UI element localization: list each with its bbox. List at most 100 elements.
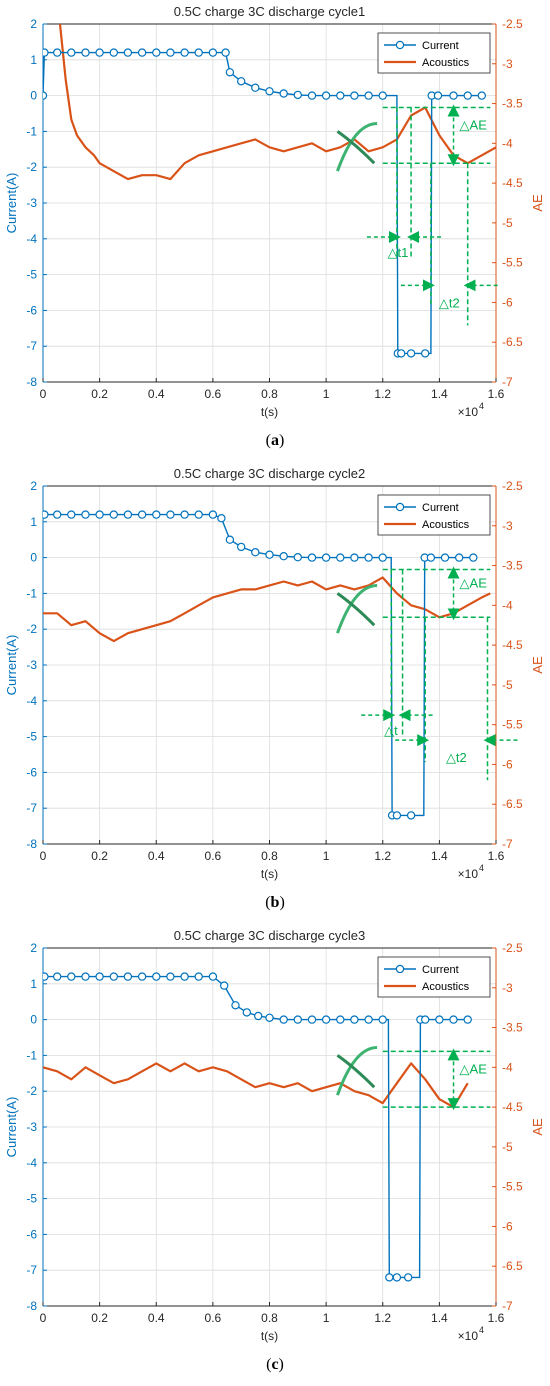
current-point xyxy=(53,48,62,57)
current-point xyxy=(406,349,416,358)
current-point xyxy=(251,83,260,92)
current-point xyxy=(364,553,373,562)
y-right-tick-label: -7 xyxy=(502,1299,513,1313)
current-point xyxy=(364,91,373,100)
y-right-tick-label: -2.5 xyxy=(502,479,523,493)
plot-series xyxy=(43,24,496,358)
y-left-tick-label: -3 xyxy=(26,658,37,672)
y-left-tick-label: -1 xyxy=(26,586,37,600)
curved-guide-upper xyxy=(336,583,378,634)
chart-title: 0.5C charge 3C discharge cycle3 xyxy=(174,928,366,943)
current-point xyxy=(95,510,104,519)
current-point xyxy=(279,1015,288,1024)
current-point xyxy=(455,553,464,562)
legend-label-current: Current xyxy=(422,964,459,976)
current-point xyxy=(421,349,430,358)
y-right-tick-label: -4.5 xyxy=(502,638,523,652)
y-left-tick-label: -4 xyxy=(26,694,37,708)
current-point xyxy=(166,48,175,57)
y-right-tick-label: -3 xyxy=(502,57,513,71)
current-point xyxy=(225,535,235,544)
legend-label-current: Current xyxy=(422,40,459,52)
figure-caption: (a) xyxy=(266,432,285,449)
current-point xyxy=(43,510,49,519)
delta-t1-label: △t1 xyxy=(388,245,409,260)
x-tick-label: 0.6 xyxy=(205,849,222,863)
y-left-tick-label: -7 xyxy=(26,339,37,353)
x-exponent-power: 4 xyxy=(479,863,484,873)
current-point xyxy=(463,1015,472,1024)
y-left-tick-label: 1 xyxy=(30,977,37,991)
current-point xyxy=(449,91,458,100)
y-left-tick-label: -4 xyxy=(26,1156,37,1170)
current-point xyxy=(194,510,203,519)
x-exponent-label: ×10 xyxy=(458,867,479,881)
current-point xyxy=(293,90,302,100)
current-point xyxy=(208,510,218,519)
x-tick-label: 1 xyxy=(323,1311,330,1325)
x-tick-label: 1.6 xyxy=(488,387,505,401)
current-point xyxy=(307,1015,317,1024)
x-tick-label: 0.2 xyxy=(91,1311,108,1325)
y-left-tick-label: -5 xyxy=(26,730,37,744)
y-left-tick-label: -2 xyxy=(26,622,37,636)
y-right-tick-label: -2.5 xyxy=(502,17,523,31)
y-left-tick-label: -5 xyxy=(26,268,37,282)
current-point xyxy=(378,553,387,562)
y-right-tick-label: -4 xyxy=(502,1060,513,1074)
legend-box xyxy=(377,956,491,998)
current-point xyxy=(336,1015,345,1024)
y-right-tick-label: -5 xyxy=(502,216,513,230)
x-tick-label: 1.6 xyxy=(488,849,505,863)
current-point xyxy=(433,91,443,100)
y-right-axis-label: AE xyxy=(530,1118,545,1136)
current-point xyxy=(378,1015,387,1024)
y-right-tick-label: -5.5 xyxy=(502,718,523,732)
y-left-tick-label: -1 xyxy=(26,1048,37,1062)
y-right-tick-label: -5.5 xyxy=(502,1180,523,1194)
current-point xyxy=(463,91,472,100)
current-point xyxy=(81,48,90,57)
y-left-tick-label: -6 xyxy=(26,1227,37,1241)
current-point xyxy=(217,514,226,523)
y-right-tick-label: -7 xyxy=(502,837,513,851)
y-left-tick-label: -5 xyxy=(26,1192,37,1206)
y-left-tick-label: 0 xyxy=(30,1013,37,1027)
x-tick-label: 0.6 xyxy=(205,387,222,401)
plot-series xyxy=(43,972,472,1282)
y-right-tick-label: -4 xyxy=(502,598,513,612)
y-left-tick-label: -8 xyxy=(26,837,37,851)
current-point xyxy=(392,811,402,820)
x-tick-label: 0.4 xyxy=(148,1311,165,1325)
current-point xyxy=(469,553,478,562)
current-point xyxy=(265,1013,274,1023)
y-left-tick-label: -1 xyxy=(26,124,37,138)
x-tick-label: 0 xyxy=(40,849,47,863)
current-point xyxy=(152,510,161,519)
current-point xyxy=(231,1001,240,1010)
chart-svg-b: 0 0.2 0.4 0.6 0.8 1 1.2 1.4 1.6 2 1 0 -1 -2 -3 -4 -5 -6 -7… xyxy=(4,466,545,911)
figure-caption: (c) xyxy=(266,1356,284,1373)
current-point xyxy=(279,89,288,98)
current-point xyxy=(67,510,76,519)
curved-guide-lower xyxy=(336,130,376,165)
series-line-acoustics xyxy=(43,576,491,643)
current-point xyxy=(166,510,175,519)
current-point xyxy=(279,551,288,561)
y-left-tick-label: 2 xyxy=(30,17,37,31)
delta-ae-label: △AE xyxy=(460,1061,488,1076)
current-point xyxy=(421,1015,430,1024)
delta-t2-label: △t2 xyxy=(439,295,460,310)
current-point xyxy=(321,553,331,562)
y-right-tick-label: -4.5 xyxy=(502,1100,523,1114)
current-point xyxy=(321,1015,331,1024)
current-point xyxy=(426,553,436,562)
series-line-acoustics xyxy=(43,1062,469,1109)
current-point xyxy=(208,972,218,981)
current-point xyxy=(225,68,235,77)
x-tick-label: 0 xyxy=(40,1311,47,1325)
y-left-tick-label: -6 xyxy=(26,765,37,779)
x-exponent-power: 4 xyxy=(479,401,484,411)
y-right-tick-label: -6.5 xyxy=(502,335,523,349)
y-left-tick-label: -8 xyxy=(26,375,37,389)
